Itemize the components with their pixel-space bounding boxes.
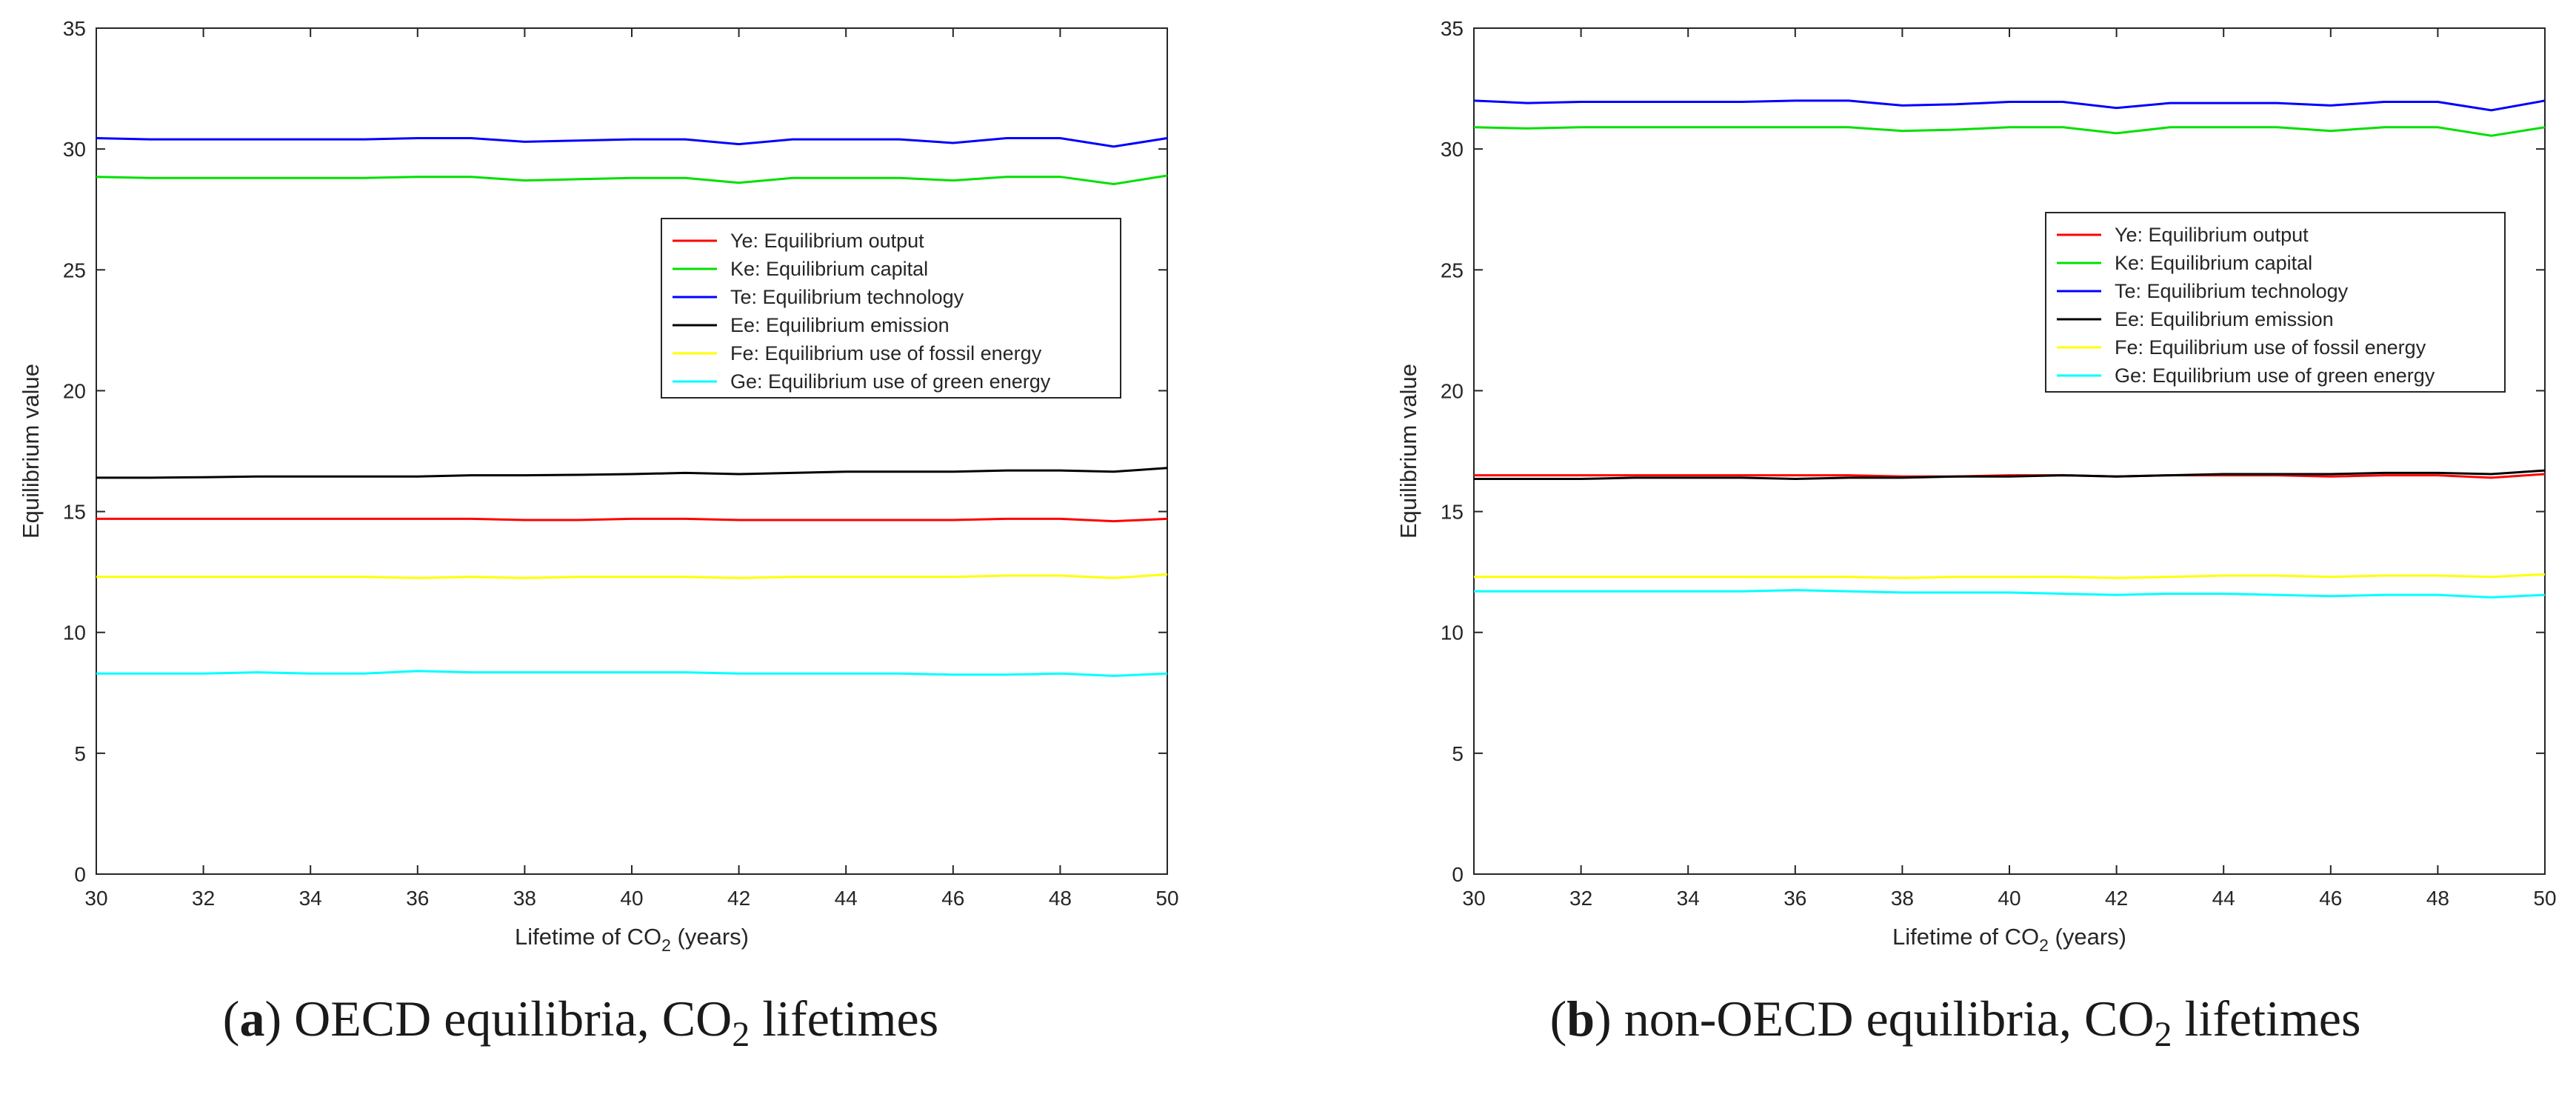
- y-axis-label: Equilibrium value: [18, 364, 44, 539]
- x-tick-label: 32: [192, 887, 215, 910]
- y-tick-label: 20: [63, 379, 86, 402]
- y-tick-label: 5: [74, 742, 86, 765]
- legend-label: Ge: Equilibrium use of green energy: [730, 370, 1051, 393]
- legend-label: Fe: Equilibrium use of fossil energy: [2115, 336, 2426, 359]
- chart-panel-a: 30 32 34 36 38 40 42 44 46 48 50 0 5 10 15 20 25 30 35 Life…: [18, 17, 1179, 1054]
- y-tick-label: 0: [1452, 863, 1464, 886]
- legend-label: Ee: Equilibrium emission: [730, 314, 950, 336]
- legend-label: Fe: Equilibrium use of fossil energy: [730, 342, 1042, 364]
- legend-label: Te: Equilibrium technology: [2115, 280, 2349, 302]
- y-tick-label: 0: [74, 863, 86, 886]
- x-tick-label: 36: [406, 887, 429, 910]
- y-tick-label: 20: [1441, 379, 1464, 402]
- x-tick-label: 46: [2319, 887, 2342, 910]
- x-tick-label: 36: [1783, 887, 1806, 910]
- series-line-3: [96, 137, 1168, 148]
- series-line-6: [1474, 589, 2546, 599]
- x-tick-label: 46: [941, 887, 964, 910]
- x-tick-label: 48: [2426, 887, 2449, 910]
- series-line-4: [96, 467, 1168, 479]
- y-tick-label: 10: [63, 622, 86, 644]
- x-axis-label: Lifetime of CO2 (years): [1892, 924, 2126, 955]
- legend-box: [2045, 212, 2506, 393]
- x-tick-label: 32: [1569, 887, 1592, 910]
- y-axis-label: Equilibrium value: [1395, 364, 1421, 539]
- series-line-1: [96, 517, 1168, 523]
- x-tick-label: 42: [2105, 887, 2128, 910]
- chart-panel-b: 30 32 34 36 38 40 42 44 46 48 50 0 5 10 15 20 25 30 35 Life…: [1395, 17, 2557, 1054]
- x-tick-label: 34: [1677, 887, 1700, 910]
- panel-caption: (b) non-OECD equilibria, CO2 lifetimes: [1550, 990, 2361, 1054]
- series-line-5: [1474, 573, 2546, 579]
- x-axis-label: Lifetime of CO2 (years): [515, 924, 749, 955]
- y-tick-label: 15: [63, 501, 86, 524]
- legend-label: Ye: Equilibrium output: [730, 230, 924, 252]
- series-line-3: [1473, 99, 2546, 112]
- series-line-5: [96, 573, 1168, 579]
- y-tick-label: 5: [1452, 742, 1464, 765]
- y-tick-label: 30: [63, 138, 86, 161]
- legend-label: Ke: Equilibrium capital: [2115, 252, 2312, 274]
- x-tick-label: 40: [1998, 887, 2021, 910]
- x-tick-label: 34: [299, 887, 322, 910]
- x-tick-label: 42: [727, 887, 750, 910]
- legend-label: Ee: Equilibrium emission: [2115, 308, 2334, 330]
- x-tick-label: 48: [1049, 887, 1072, 910]
- legend-label: Ke: Equilibrium capital: [730, 258, 928, 280]
- legend-box: [661, 218, 1121, 399]
- series-line-4: [1474, 469, 2546, 481]
- legend-label: Ge: Equilibrium use of green energy: [2115, 364, 2435, 387]
- y-tick-label: 25: [1441, 259, 1464, 281]
- x-tick-label: 40: [620, 887, 643, 910]
- x-tick-label: 44: [2212, 887, 2235, 910]
- legend: Ye: Equilibrium output Ke: Equilibrium ca…: [2045, 212, 2506, 393]
- y-tick-label: 35: [1441, 17, 1464, 40]
- x-tick-label: 38: [1891, 887, 1914, 910]
- plot-area: [96, 27, 1168, 875]
- legend-label: Te: Equilibrium technology: [730, 286, 964, 308]
- x-tick-label: 30: [84, 887, 107, 910]
- legend: Ye: Equilibrium output Ke: Equilibrium ca…: [661, 218, 1121, 399]
- x-tick-label: 50: [2533, 887, 2556, 910]
- x-tick-label: 30: [1462, 887, 1485, 910]
- series-line-6: [96, 670, 1168, 677]
- legend-label: Ye: Equilibrium output: [2115, 224, 2309, 246]
- y-tick-label: 15: [1441, 501, 1464, 524]
- x-tick-label: 38: [513, 887, 536, 910]
- x-tick-label: 50: [1155, 887, 1178, 910]
- series-line-2: [96, 174, 1168, 186]
- y-tick-label: 30: [1441, 138, 1464, 161]
- series-line-1: [1474, 473, 2546, 479]
- plot-area: [1473, 27, 2546, 875]
- x-tick-label: 44: [835, 887, 858, 910]
- y-tick-label: 10: [1441, 622, 1464, 644]
- y-tick-label: 35: [63, 17, 86, 40]
- y-tick-label: 25: [63, 259, 86, 281]
- panel-caption: (a) OECD equilibria, CO2 lifetimes: [223, 990, 938, 1054]
- series-line-2: [1473, 126, 2546, 137]
